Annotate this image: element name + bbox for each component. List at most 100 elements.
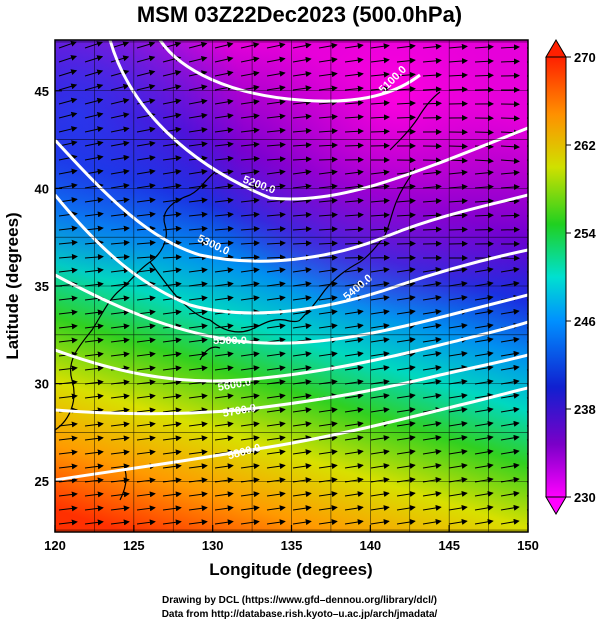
wind-arrow: [84, 211, 104, 218]
wind-arrow: [136, 254, 156, 261]
wind-arrow: [240, 323, 260, 330]
wind-arrow: [84, 126, 104, 133]
wind-arrow: [474, 462, 494, 469]
wind-arrow: [422, 157, 442, 164]
wind-arrow: [292, 42, 312, 49]
wind-arrow: [292, 519, 312, 526]
wind-arrow: [58, 267, 78, 274]
wind-arrow: [58, 225, 78, 232]
wind-arrow: [162, 393, 182, 400]
wind-arrow: [84, 83, 104, 91]
wind-arrow: [448, 448, 468, 455]
wind-arrow: [84, 253, 104, 260]
wind-arrow: [162, 254, 182, 261]
wind-arrow: [318, 407, 338, 414]
wind-arrow: [526, 355, 528, 357]
wind-arrow: [318, 491, 338, 498]
wind-arrow: [318, 169, 338, 176]
wind-arrow: [422, 43, 442, 50]
wind-arrow: [344, 407, 364, 414]
wind-arrow: [266, 393, 286, 400]
wind-arrow: [110, 309, 130, 316]
wind-arrow: [84, 393, 104, 400]
wind-arrow: [84, 112, 104, 119]
wind-arrow: [266, 365, 286, 372]
wind-arrow: [370, 519, 390, 525]
wind-arrow: [110, 126, 130, 133]
x-axis-label: Longitude (degrees): [209, 560, 372, 579]
wind-arrow: [500, 169, 520, 176]
wind-arrow: [110, 225, 130, 232]
wind-arrow: [422, 169, 442, 176]
wind-arrow: [110, 140, 130, 147]
wind-arrow: [240, 449, 260, 456]
wind-arrow: [526, 341, 528, 343]
wind-arrow: [500, 44, 520, 51]
wind-arrow: [344, 505, 364, 512]
wind-arrow: [500, 504, 520, 511]
wind-arrow: [136, 55, 156, 63]
wind-arrow: [136, 435, 156, 442]
wind-arrow: [422, 226, 442, 233]
wind-arrow: [58, 126, 78, 133]
wind-arrow: [214, 70, 234, 77]
wind-arrow: [266, 113, 286, 120]
y-tick-label: 25: [35, 474, 49, 489]
wind-arrow: [500, 212, 520, 219]
wind-arrow: [318, 477, 338, 484]
wind-arrow: [214, 519, 234, 526]
wind-arrow: [526, 131, 528, 133]
wind-arrow: [110, 421, 130, 428]
wind-arrow: [136, 337, 156, 344]
wind-arrow: [240, 365, 260, 372]
wind-arrow: [266, 254, 286, 261]
wind-arrow: [474, 280, 494, 287]
wind-arrow: [240, 491, 260, 498]
wind-arrow: [344, 267, 364, 274]
wind-arrow: [344, 435, 364, 442]
wind-arrow: [526, 173, 528, 175]
wind-arrow: [474, 322, 494, 329]
wind-arrow: [240, 240, 260, 247]
wind-arrow: [292, 183, 312, 190]
wind-arrow: [526, 187, 528, 189]
wind-arrow: [162, 337, 182, 344]
y-tick-label: 35: [35, 279, 49, 294]
wind-arrow: [292, 477, 312, 484]
wind-arrow: [162, 112, 182, 119]
wind-arrow: [240, 351, 260, 358]
wind-arrow: [110, 463, 130, 470]
wind-arrow: [136, 477, 156, 484]
wind-arrow: [58, 365, 78, 372]
wind-arrow: [318, 323, 338, 330]
wind-arrow: [266, 56, 286, 63]
wind-arrow: [84, 97, 104, 105]
wind-arrow: [370, 100, 390, 107]
wind-arrow: [500, 143, 520, 150]
wind-arrow: [344, 142, 364, 149]
wind-arrow: [188, 98, 208, 105]
wind-arrow: [396, 407, 416, 413]
wind-arrow: [292, 295, 312, 302]
wind-arrow: [396, 393, 416, 399]
wind-arrow: [448, 294, 468, 301]
wind-arrow: [266, 449, 286, 456]
wind-arrow: [240, 169, 260, 176]
wind-arrow: [292, 407, 312, 414]
wind-arrow: [240, 519, 260, 526]
wind-arrow: [474, 266, 494, 273]
wind-arrow: [188, 435, 208, 442]
colorbar-tick-label: 270: [574, 50, 596, 65]
wind-arrow: [370, 226, 390, 233]
wind-arrow: [136, 421, 156, 428]
wind-arrow: [214, 141, 234, 148]
wind-arrow: [188, 393, 208, 400]
wind-arrow: [58, 491, 78, 498]
x-tick-label: 135: [281, 538, 303, 553]
wind-arrow: [214, 281, 234, 288]
wind-arrow: [318, 295, 338, 302]
wind-arrow: [162, 449, 182, 456]
wind-arrow: [110, 295, 130, 302]
wind-arrow: [344, 85, 364, 92]
wind-arrow: [344, 128, 364, 135]
